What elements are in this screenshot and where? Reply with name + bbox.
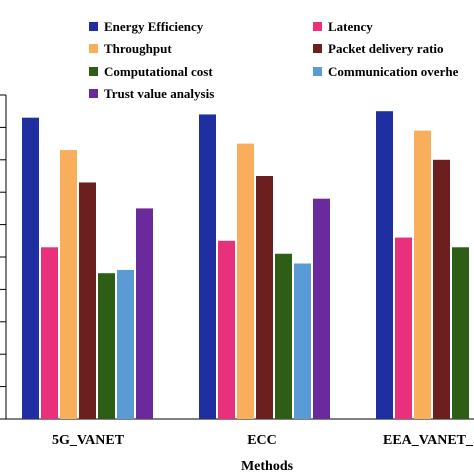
x-axis-title: Methods bbox=[241, 459, 294, 474]
bar-ecc-throughput bbox=[237, 143, 254, 419]
bars bbox=[22, 111, 469, 420]
x-tick-label-1: ECC bbox=[247, 433, 277, 448]
legend-swatch-trust-value-analysis bbox=[89, 89, 98, 98]
legend-label-latency: Latency bbox=[328, 19, 373, 34]
legend-swatch-latency bbox=[313, 22, 322, 31]
bar-eea-vanet--computational-cost bbox=[452, 247, 469, 419]
legend-swatch-throughput bbox=[89, 44, 98, 53]
y-axis bbox=[0, 94, 7, 420]
bar-5g-vanet-energy-efficiency bbox=[22, 117, 39, 420]
bar-5g-vanet-packet-delivery-ratio bbox=[79, 182, 96, 419]
legend-label-computational-cost: Computational cost bbox=[104, 64, 213, 79]
legend-swatch-computational-cost bbox=[89, 67, 98, 76]
x-axis-tick-labels: 5G_VANET ECC EEA_VANET_ bbox=[52, 433, 474, 448]
legend: Energy Efficiency Latency Throughput Packet… bbox=[89, 19, 459, 101]
bar-eea-vanet--latency bbox=[395, 237, 412, 419]
bar-eea-vanet--packet-delivery-ratio bbox=[433, 159, 450, 420]
legend-swatch-communication-overhe bbox=[313, 67, 322, 76]
y-axis-ticks bbox=[0, 94, 6, 420]
bar-5g-vanet-throughput bbox=[60, 150, 77, 419]
bar-eea-vanet--throughput bbox=[414, 130, 431, 419]
bar-ecc-trust-value-analysis bbox=[313, 198, 330, 419]
bar-5g-vanet-communication-overhe bbox=[117, 269, 134, 419]
bar-eea-vanet--energy-efficiency bbox=[376, 111, 393, 419]
legend-swatch-energy-efficiency bbox=[89, 22, 98, 31]
bar-5g-vanet-computational-cost bbox=[98, 273, 115, 419]
bar-5g-vanet-latency bbox=[41, 247, 58, 419]
legend-label-energy-efficiency: Energy Efficiency bbox=[104, 19, 204, 34]
bar-ecc-latency bbox=[218, 240, 235, 419]
bar-ecc-energy-efficiency bbox=[199, 114, 216, 419]
bar-ecc-communication-overhe bbox=[294, 263, 311, 419]
x-tick-label-0: 5G_VANET bbox=[52, 433, 125, 448]
bar-5g-vanet-trust-value-analysis bbox=[136, 208, 153, 419]
legend-label-communication-overhe: Communication overhe bbox=[328, 64, 459, 79]
bar-ecc-computational-cost bbox=[275, 253, 292, 419]
bar-ecc-packet-delivery-ratio bbox=[256, 176, 273, 419]
x-tick-label-2: EEA_VANET_ bbox=[383, 433, 474, 448]
legend-label-trust-value-analysis: Trust value analysis bbox=[104, 86, 214, 101]
legend-label-throughput: Throughput bbox=[104, 41, 172, 56]
legend-swatch-packet-delivery-ratio bbox=[313, 44, 322, 53]
legend-label-packet-delivery-ratio: Packet delivery ratio bbox=[328, 41, 444, 56]
